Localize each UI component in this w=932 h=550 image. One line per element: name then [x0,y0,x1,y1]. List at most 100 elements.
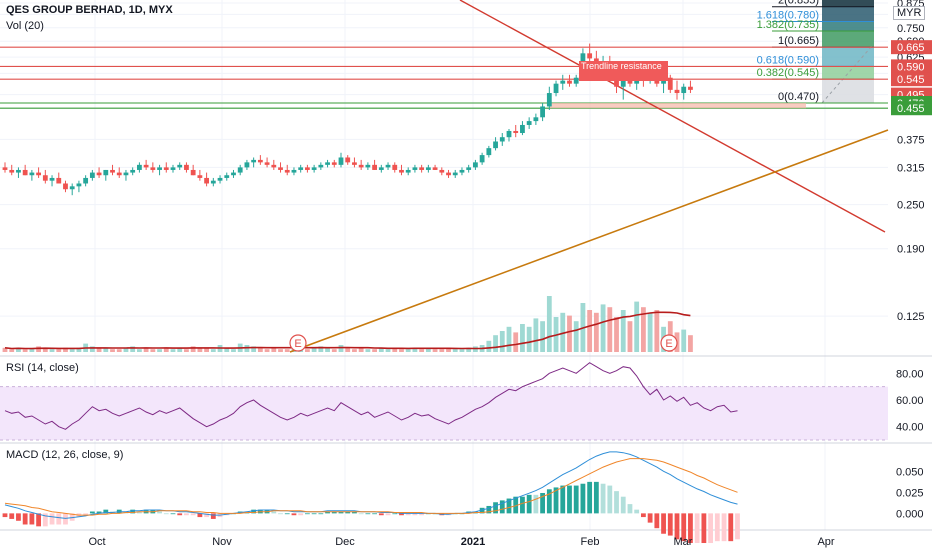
volume-bar [506,326,512,352]
macd-histogram-bar [714,513,720,542]
volume-bar [365,349,371,352]
macd-histogram-bar [352,511,357,514]
volume-bar [459,349,465,352]
volume-bar [399,349,404,352]
rsi-label[interactable]: RSI (14, close) [6,362,79,374]
volume-label[interactable]: Vol (20) [6,20,44,32]
candle-body [157,167,162,170]
time-tick-label: Dec [335,536,355,548]
volume-bar [123,347,129,352]
macd-histogram-bar [2,513,8,518]
currency-badge[interactable]: MYR [893,6,926,20]
price-tag[interactable] [891,72,932,87]
macd-histogram-bar [553,487,559,514]
time-tick-label: Feb [581,536,600,548]
macd-histogram-bar [345,511,351,514]
macd-histogram-bar [399,513,404,516]
candle-body [432,167,438,170]
macd-histogram-bar [634,509,640,514]
macd-histogram-bar [372,513,377,515]
macd-histogram-bar [197,513,203,518]
volume-bar [49,349,55,352]
macd-histogram-bar [49,513,55,525]
volume-bar [358,347,364,352]
volume-bar [69,349,75,352]
macd-histogram-bar [338,511,344,514]
volume-bar [331,349,337,352]
rsi-tick-label: 80.00 [896,368,924,380]
candle-body [392,164,398,170]
horizontal-lines [0,46,888,109]
candle-body [163,167,169,170]
candle-body [210,180,216,184]
macd-histogram-bar [311,513,317,515]
candle-body [667,77,673,90]
macd-histogram-bar [284,513,290,515]
candle-body [486,148,492,156]
macd-histogram-bar [9,513,15,519]
macd-histogram-bar [667,513,673,536]
candle-body [688,86,693,90]
volume-bar [573,321,579,352]
fib-level-label: 1.382(0.735) [757,19,819,31]
candle-body [405,169,411,173]
candle-body [553,83,559,94]
macd-histogram-bar [130,509,136,514]
candle-body [439,169,445,173]
volume-bar [325,347,330,352]
volume-bar [600,304,606,352]
price-axis[interactable]: 0.8750.8150.7500.6900.6250.5650.4950.455… [891,0,932,323]
volume-bar [634,301,640,352]
volume-bar [432,349,438,352]
price-tag-label: 0.545 [897,74,925,86]
candle-body [587,53,593,59]
macd-histogram-bar [654,513,660,529]
volume-bar [284,349,290,352]
fibonacci-extension: 2(0.855) 1.618(0.780)1.382(0.735) 1(0.665)… [757,0,874,104]
candle-body [224,175,230,178]
ascending-trendline [289,129,889,353]
candle-body [16,169,21,173]
candle-body [29,172,35,176]
earnings-marker[interactable] [660,334,678,352]
candle-body [365,164,371,168]
volume-bar [271,347,277,352]
candle-body [452,172,458,176]
macd-histogram-bar [513,496,519,514]
macd-histogram-bar [69,513,75,521]
volume-bar [137,349,142,352]
candle-body [298,167,304,170]
volume-bar [520,324,525,352]
trendline-resistance-annotation[interactable]: Trendline resistance [579,61,668,83]
candle-body [358,164,364,168]
candle-body [63,183,68,190]
volume-bar [688,335,693,352]
symbol-title[interactable]: QES GROUP BERHAD, 1D, MYX [6,4,173,16]
macd-histogram-bar [96,511,102,514]
volume-bar [567,315,572,352]
volume-bar [89,346,95,352]
price-tag[interactable] [891,59,932,74]
candle-body [177,164,183,168]
price-tick-label: 0.190 [897,244,925,256]
time-tick-label: Apr [817,536,834,548]
fib-level-label: 1.618(0.780) [757,9,819,21]
macd-histogram-bar [721,513,727,542]
macd-histogram-bar [688,513,693,544]
candle-body [217,177,223,181]
earnings-marker[interactable] [289,334,307,352]
candle-body [83,177,89,184]
volume-bars [2,296,693,352]
macd-histogram-bar [271,511,277,514]
macd-histogram-bar [520,496,525,514]
macd-histogram-bar [83,513,89,516]
candle-body [506,130,512,138]
volume-bar [257,347,263,352]
price-tag[interactable] [891,40,932,55]
macd-label[interactable]: MACD (12, 26, close, 9) [6,449,124,461]
earnings-marker-label: E [665,338,672,350]
time-axis[interactable]: Oct Nov Dec 2021 Feb Mar Apr [88,536,834,548]
volume-bar [163,347,169,352]
volume-bar [190,346,196,352]
price-tag[interactable] [891,101,932,116]
